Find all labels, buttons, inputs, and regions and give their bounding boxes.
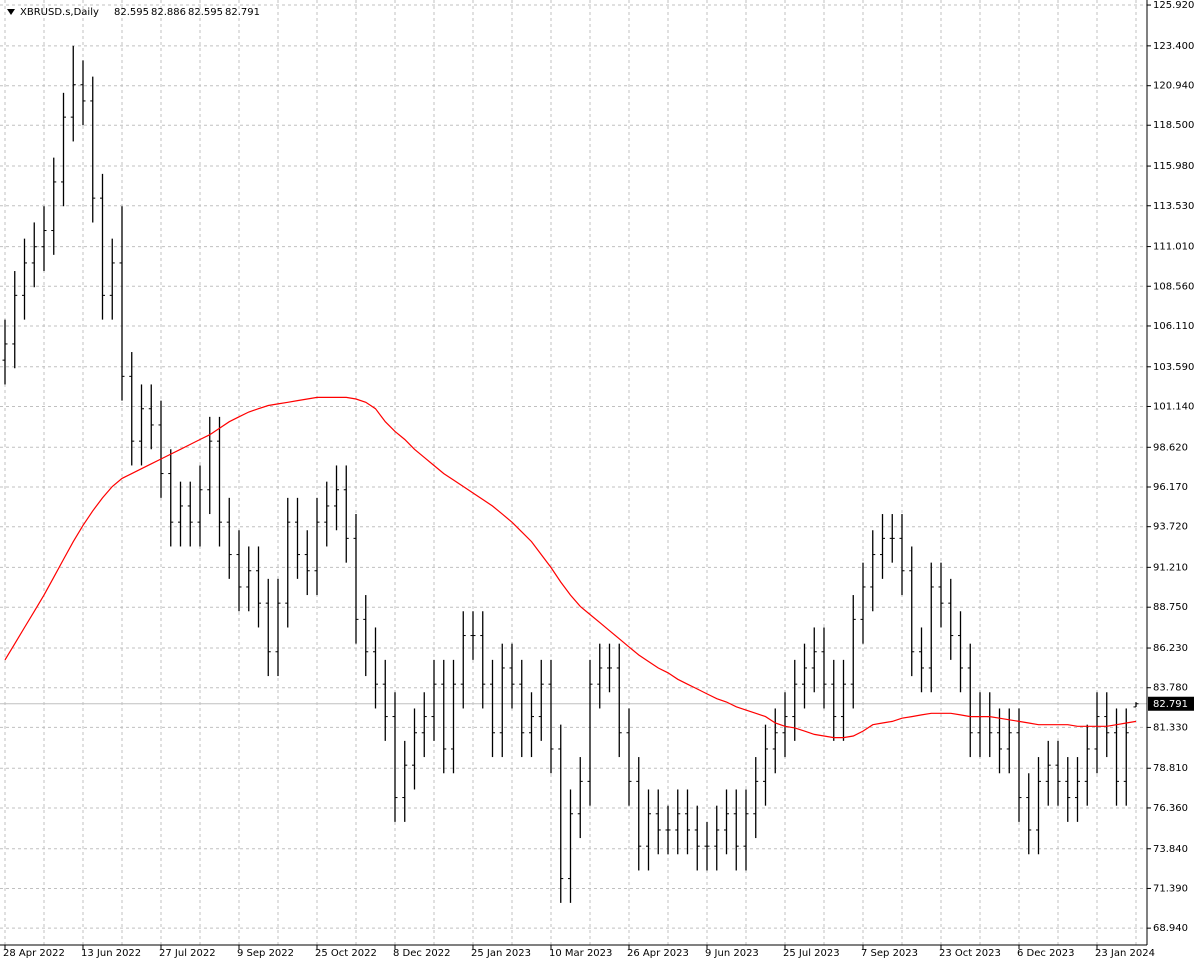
y-tick-label: 81.330	[1153, 722, 1188, 733]
collapse-icon[interactable]	[7, 9, 15, 15]
y-tick-label: 115.980	[1153, 161, 1194, 172]
y-tick-label: 118.500	[1153, 120, 1194, 131]
y-tick-label: 123.400	[1153, 41, 1194, 52]
y-tick-label: 91.210	[1153, 562, 1188, 573]
y-tick-label: 103.590	[1153, 362, 1194, 373]
x-tick-label: 23 Jan 2024	[1095, 948, 1155, 958]
y-tick-label: 86.230	[1153, 643, 1188, 654]
y-tick-label: 93.720	[1153, 522, 1188, 533]
y-tick-label: 71.390	[1153, 883, 1188, 894]
x-tick-label: 25 Jul 2023	[783, 948, 840, 958]
y-tick-label: 96.170	[1153, 482, 1188, 493]
x-tick-label: 9 Sep 2022	[237, 948, 294, 958]
y-tick-label: 101.140	[1153, 401, 1194, 412]
y-tick-label: 68.940	[1153, 923, 1188, 934]
x-tick-label: 6 Dec 2023	[1017, 948, 1075, 958]
open-value: 82.595	[114, 7, 149, 18]
high-value: 82.886	[151, 7, 186, 18]
y-tick-label: 76.360	[1153, 803, 1188, 814]
y-tick-label: 98.620	[1153, 442, 1188, 453]
x-tick-label: 23 Oct 2023	[939, 948, 1001, 958]
low-value: 82.595	[188, 7, 223, 18]
x-tick-label: 27 Jul 2022	[159, 948, 216, 958]
symbol-title: XBRUSD.s,Daily	[20, 7, 99, 18]
x-tick-label: 26 Apr 2023	[627, 948, 689, 958]
last-price-badge	[1148, 696, 1194, 711]
plot	[0, 45, 1147, 903]
x-tick-label: 8 Dec 2022	[393, 948, 451, 958]
y-tick-label: 73.840	[1153, 844, 1188, 855]
x-tick-label: 7 Sep 2023	[861, 948, 918, 958]
moving-average-line	[4, 396, 1137, 739]
y-tick-label: 78.810	[1153, 763, 1188, 774]
x-tick-label: 25 Jan 2023	[471, 948, 531, 958]
y-tick-label: 88.750	[1153, 602, 1188, 613]
y-tick-label: 111.010	[1153, 242, 1194, 253]
last-price-label: 82.791	[1153, 699, 1188, 710]
x-tick-label: 9 Jun 2023	[705, 948, 759, 958]
x-tick-label: 28 Apr 2022	[3, 948, 65, 958]
y-tick-label: 120.940	[1153, 81, 1194, 92]
x-tick-label: 13 Jun 2022	[81, 948, 141, 958]
close-value: 82.791	[225, 7, 260, 18]
y-tick-label: 113.530	[1153, 201, 1194, 212]
x-tick-label: 10 Mar 2023	[549, 948, 612, 958]
x-tick-label: 25 Oct 2022	[315, 948, 377, 958]
y-tick-label: 83.780	[1153, 683, 1188, 694]
y-tick-label: 125.920	[1153, 0, 1194, 11]
grid	[0, 0, 1147, 945]
y-tick-label: 108.560	[1153, 281, 1194, 292]
y-tick-label: 106.110	[1153, 321, 1194, 332]
